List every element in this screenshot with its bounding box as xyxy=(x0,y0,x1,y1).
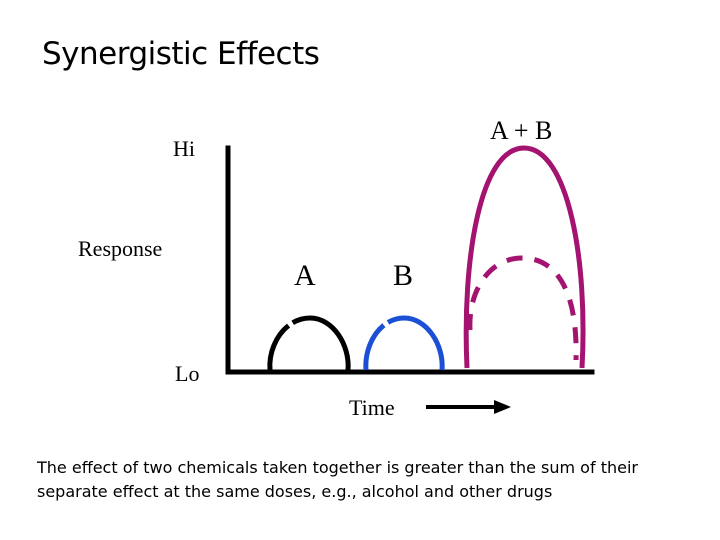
caption-text: The effect of two chemicals taken togeth… xyxy=(37,458,638,501)
y-axis-lo-label: Lo xyxy=(175,361,200,386)
x-axis-label: Time xyxy=(349,395,395,420)
curve-b-label: B xyxy=(393,259,414,292)
y-axis-label: Response xyxy=(78,236,163,261)
curve-a-plus-b-label: A + B xyxy=(490,116,553,145)
slide-title: Synergistic Effects xyxy=(42,36,320,72)
curve-a-label: A xyxy=(294,259,316,292)
curve-b xyxy=(363,315,445,371)
time-arrow-icon xyxy=(426,400,511,414)
curve-a-plus-b xyxy=(463,145,586,369)
curve-a xyxy=(267,315,351,371)
curve-expected-sum xyxy=(467,255,579,361)
y-axis-hi-label: Hi xyxy=(173,136,195,161)
